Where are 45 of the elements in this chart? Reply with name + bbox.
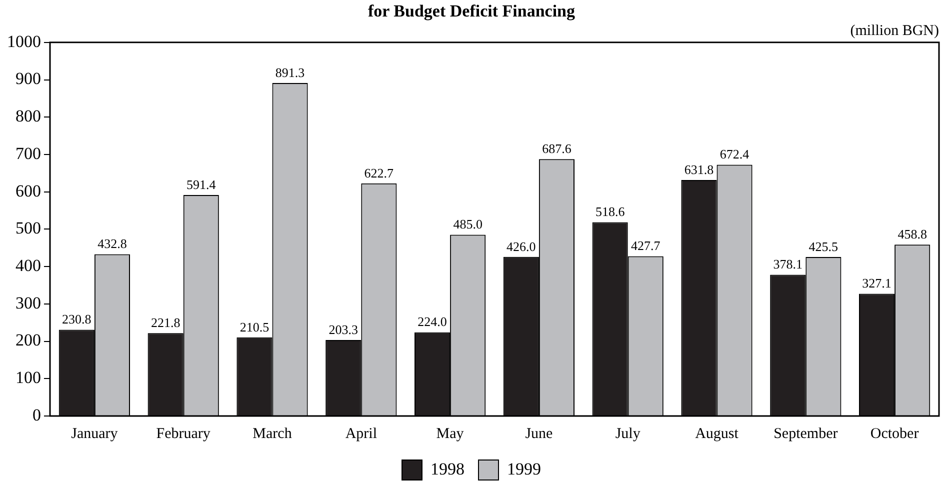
y-tick-label: 300 [16,293,41,312]
data-label: 458.8 [898,226,927,242]
y-tick-label: 0 [32,405,41,424]
y-tick-label: 700 [16,144,41,163]
legend-label: 1999 [507,459,541,478]
data-label: 210.5 [240,319,270,334]
data-label: 631.8 [684,162,714,177]
y-tick-label: 200 [16,330,41,350]
data-label: 224.0 [418,314,447,330]
legend-label: 1998 [430,459,464,478]
text: (million BGN) [850,22,939,39]
data-label: 221.8 [150,315,180,330]
data-label: 672.4 [720,146,750,162]
x-tick-label: April [345,426,377,442]
x-tick-label: September [774,426,838,442]
y-tick-label: 100 [16,368,41,388]
data-label: 432.8 [98,236,127,252]
data-label: 622.7 [364,165,394,180]
y-tick-label: 800 [16,106,41,126]
data-label: 203.3 [328,322,358,337]
y-tick-label: 400 [16,256,41,276]
x-tick-label: June [525,426,554,442]
data-label: 687.6 [542,141,572,156]
data-label: 591.4 [186,176,216,192]
chart-title: for Budget Deficit Financing [368,2,576,21]
data-label: 485.0 [453,216,482,232]
data-label: 427.7 [631,238,661,254]
x-tick-label: May [436,426,464,442]
data-label: 518.6 [595,204,626,220]
data-label: 378.1 [773,256,802,272]
x-tick-label: February [156,426,211,442]
data-label: 891.3 [275,64,305,80]
x-tick-label: October [870,426,919,442]
y-tick-label: 600 [16,181,41,200]
data-label: 230.8 [62,312,92,327]
y-tick-label: 500 [16,218,41,238]
x-tick-label: July [615,426,641,442]
x-tick-label: January [71,426,118,442]
x-tick-label: August [695,426,740,442]
data-label: 327.1 [862,276,892,291]
y-tick-label: 900 [16,69,41,88]
y-tick-label: 1000 [7,32,41,51]
x-tick-label: March [252,426,292,442]
data-label: 426.0 [506,238,536,254]
data-label: 425.5 [808,238,838,254]
